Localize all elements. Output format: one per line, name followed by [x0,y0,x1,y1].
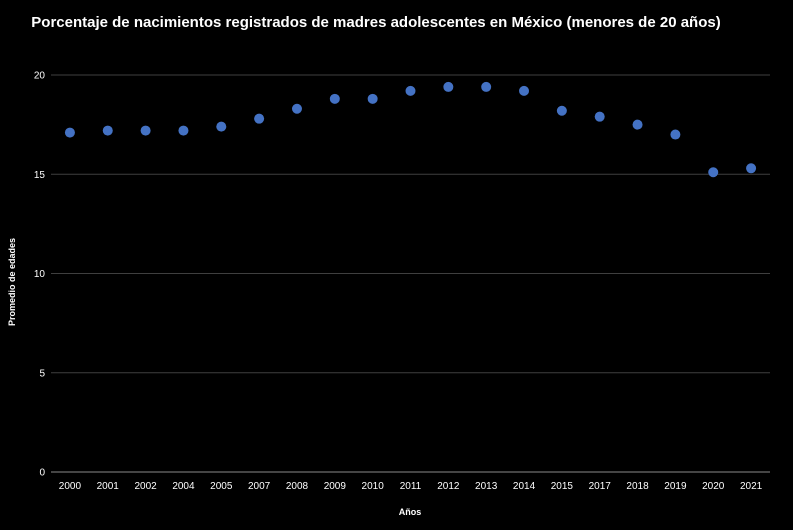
data-point-2011 [405,85,416,96]
x-tick-label: 2017 [589,481,612,492]
x-tick-label: 2004 [172,481,195,492]
x-tick-label: 2019 [664,481,687,492]
x-tick-label: 2010 [362,481,385,492]
data-point-2019 [670,129,681,140]
chart-title: Porcentaje de nacimientos registrados de… [31,14,720,31]
y-tick-label: 10 [34,269,46,280]
x-tick-label: 2002 [134,481,157,492]
x-tick-label: 2000 [59,481,82,492]
grid-layer [51,74,770,473]
data-point-2015 [556,105,567,116]
data-point-2005 [216,121,227,132]
x-tick-label: 2012 [437,481,460,492]
data-point-2009 [329,93,340,104]
y-tick-label: 0 [39,468,45,479]
x-tick-label: 2008 [286,481,309,492]
data-point-2000 [64,127,75,138]
x-tick-label: 2001 [97,481,120,492]
x-tick-label: 2018 [626,481,649,492]
x-tick-label: 2011 [400,481,422,492]
x-tick-label: 2020 [702,481,725,492]
data-points [64,81,757,178]
y-tick-label: 5 [39,368,45,379]
data-point-2008 [291,103,302,114]
data-point-2014 [519,85,530,96]
y-axis-ticks: 0 5 10 15 20 [34,71,46,479]
x-tick-label: 2015 [551,481,574,492]
data-point-2007 [254,113,265,124]
x-axis-ticks: 2000 2001 2002 2004 2005 2007 2008 2009 2010 2011… [59,481,763,492]
data-point-2017 [594,111,605,122]
x-tick-label: 2013 [475,481,498,492]
x-tick-label: 2005 [210,481,233,492]
data-point-2021 [746,163,757,174]
data-point-2004 [178,125,189,136]
data-point-2012 [443,81,454,92]
x-axis-label: Años [399,507,422,517]
x-tick-label: 2021 [740,481,763,492]
x-tick-label: 2007 [248,481,271,492]
y-axis-label: Promedio de edades [7,238,17,326]
data-point-2013 [481,81,492,92]
data-point-2018 [632,119,643,130]
data-point-2001 [102,125,113,136]
y-tick-label: 15 [34,170,46,181]
data-point-2020 [708,167,719,178]
y-tick-label: 20 [34,71,46,82]
data-point-2002 [140,125,151,136]
x-tick-label: 2014 [513,481,536,492]
x-tick-label: 2009 [324,481,347,492]
data-point-2010 [367,93,378,104]
